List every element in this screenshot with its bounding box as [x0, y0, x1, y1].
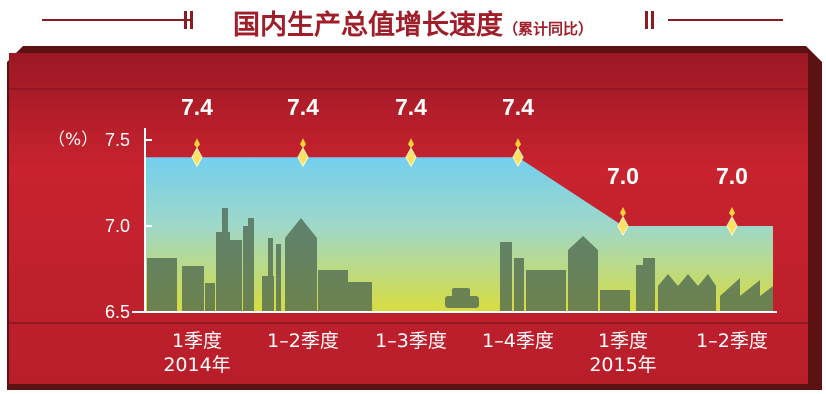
data-point-5: [726, 215, 738, 237]
building-roof-1: [318, 270, 348, 290]
chart-title: 国内生产总值增长速度（累计同比）: [0, 3, 826, 42]
x-tick-label-2: 1–3季度: [375, 330, 447, 352]
vehicle-cabin: [452, 288, 470, 298]
title-tick-right-2: [651, 11, 654, 29]
x-tick-label-line-3-0: 1–4季度: [482, 330, 554, 352]
building-1: [152, 264, 170, 312]
factory-sawtooth: [658, 274, 716, 286]
title-tick-left: [184, 11, 187, 29]
x-tick-label-1: 1–2季度: [267, 330, 339, 352]
data-label-2: 7.4: [395, 94, 427, 120]
building-14: [348, 282, 372, 312]
data-point-3: [512, 147, 524, 168]
title-rule-right: [668, 19, 783, 21]
x-tick-label-3: 1–4季度: [482, 330, 554, 352]
data-point-2: [405, 147, 417, 168]
vehicle-body: [445, 296, 479, 308]
x-tick-label-line-2-0: 1–3季度: [375, 330, 447, 352]
data-label-5: 7.0: [716, 163, 748, 189]
x-tick-label-line-5-0: 1–2季度: [696, 330, 768, 352]
factory-roof: [720, 278, 773, 312]
x-tick-label-line-0-0: 1季度: [172, 330, 222, 352]
data-point-1: [297, 147, 309, 168]
x-tick-label-line-0-1: 2014年: [163, 354, 230, 376]
building-dome: [568, 236, 598, 250]
title-rule-left: [42, 19, 192, 21]
building-18: [568, 250, 598, 312]
y-axis-label: （%）: [48, 130, 98, 150]
x-tick-label-line-4-0: 1季度: [598, 330, 648, 352]
y-tick-label-2: 6.5: [105, 302, 130, 322]
x-tick-label-line-1-0: 1–2季度: [267, 330, 339, 352]
title-tick-right: [645, 11, 648, 29]
city-silhouette: [147, 208, 773, 312]
data-label-3: 7.4: [502, 94, 534, 120]
board-rule-bottom: [9, 322, 808, 324]
marker-group: [191, 138, 738, 237]
building-16: [514, 258, 524, 312]
data-point-spark-5: [729, 207, 735, 217]
data-point-spark-4: [620, 207, 626, 217]
y-tick-label-0: 7.5: [105, 130, 130, 150]
x-tick-label-0: 1季度 2014年: [163, 330, 230, 376]
building-2: [182, 266, 204, 312]
building-roof-0: [285, 218, 317, 238]
building-3: [205, 283, 215, 312]
building-6: [230, 240, 242, 312]
data-point-spark-3: [515, 138, 521, 149]
data-label-1: 7.4: [287, 94, 319, 120]
y-tick-label-1: 7.0: [105, 216, 130, 236]
data-point-spark-1: [300, 138, 306, 149]
data-label-4: 7.0: [607, 163, 639, 189]
data-point-spark-2: [408, 138, 414, 149]
board-rule-top: [9, 88, 808, 90]
x-tick-label-line-4-1: 2015年: [589, 354, 656, 376]
building-22: [658, 286, 716, 312]
x-tick-label-4: 1季度 2015年: [589, 330, 656, 376]
building-10: [268, 238, 273, 312]
data-point-4: [617, 215, 629, 237]
building-4: [216, 232, 230, 312]
building-5: [222, 208, 228, 238]
building-12: [285, 238, 317, 312]
building-19: [600, 290, 630, 312]
x-tick-label-5: 1–2季度: [696, 330, 768, 352]
data-point-0: [191, 147, 203, 168]
area-group: [145, 157, 773, 312]
building-11: [276, 244, 281, 312]
building-20: [636, 265, 646, 312]
data-point-spark-0: [194, 138, 200, 149]
building-17: [526, 270, 566, 312]
data-label-0: 7.4: [181, 94, 213, 120]
title-tick-left-2: [190, 11, 193, 29]
building-15: [500, 242, 512, 312]
chart-title-main: 国内生产总值增长速度: [232, 10, 503, 41]
title-bar: 国内生产总值增长速度（累计同比）: [0, 0, 826, 42]
building-8: [248, 218, 254, 312]
building-7: [243, 226, 249, 312]
chart-subtitle: （累计同比）: [502, 20, 593, 38]
building-21: [643, 258, 655, 312]
axis-group: 7.5 7.0 6.5 （%）: [48, 128, 777, 322]
